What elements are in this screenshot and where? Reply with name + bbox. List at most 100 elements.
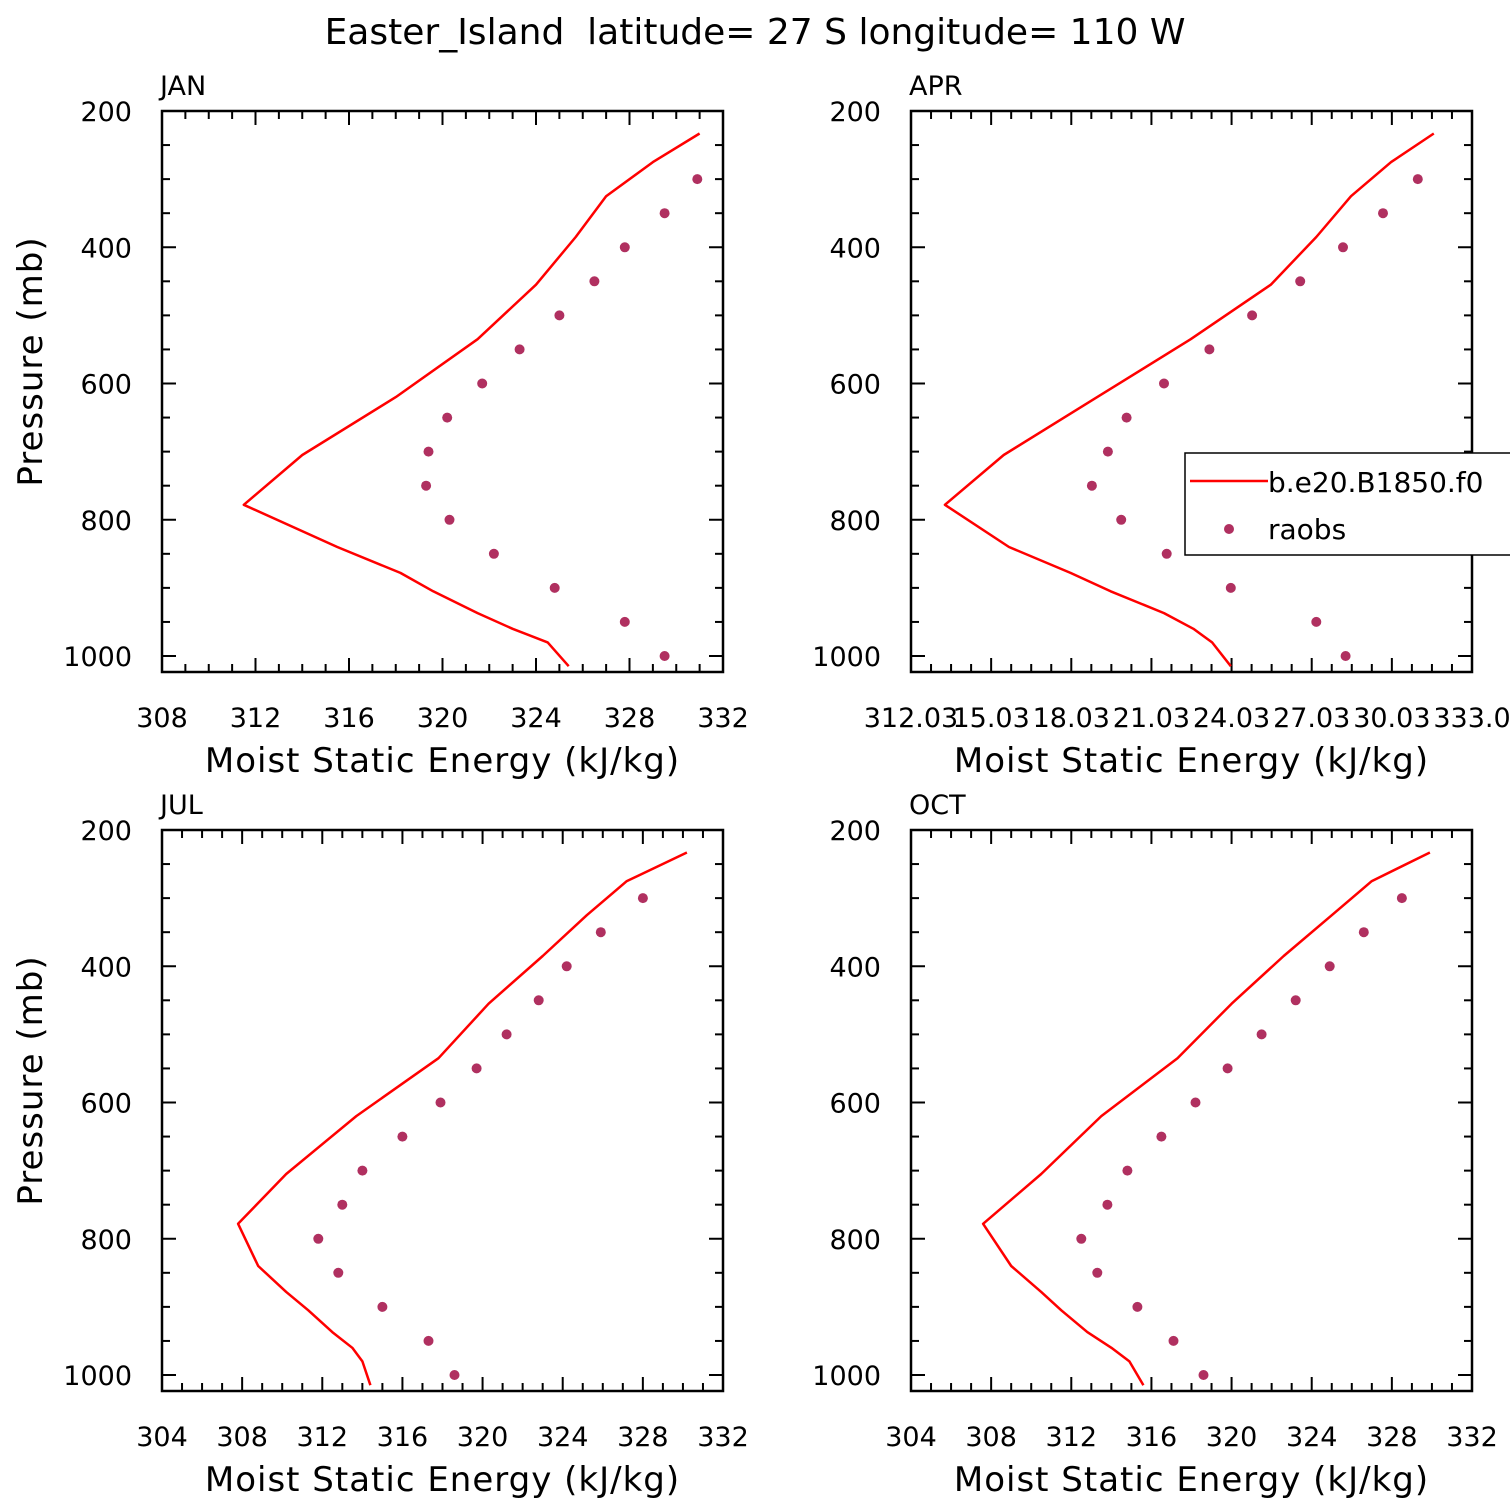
raobs-point xyxy=(659,208,670,219)
figure-title: Easter_Island latitude= 27 S longitude= … xyxy=(325,12,1186,53)
y-tick-label: 800 xyxy=(80,1225,132,1256)
y-tick-label: 1000 xyxy=(812,1361,881,1392)
x-tick-label: 332 xyxy=(697,703,749,734)
raobs-point xyxy=(619,616,630,627)
model-series-line xyxy=(943,132,1435,667)
raobs-point xyxy=(423,446,434,457)
raobs-point xyxy=(1225,582,1236,593)
y-tick-label: 1000 xyxy=(812,642,881,673)
raobs-point xyxy=(1412,174,1423,185)
raobs-point xyxy=(1159,378,1169,389)
raobs-point xyxy=(514,344,525,355)
model-series-line xyxy=(242,132,701,668)
raobs-point xyxy=(1311,616,1322,627)
raobs-point xyxy=(1324,961,1335,972)
x-tick-label: 24.03 xyxy=(1193,703,1270,734)
raobs-point xyxy=(1168,1335,1179,1346)
raobs-point xyxy=(1156,1131,1167,1142)
plot-frame xyxy=(909,109,1474,674)
raobs-point xyxy=(421,480,432,491)
legend-label-model: b.e20.B1850.f0 xyxy=(1268,466,1483,499)
raobs-point xyxy=(1092,1267,1103,1278)
y-tick-label: 600 xyxy=(829,1089,881,1120)
x-tick-label: 328 xyxy=(617,1422,669,1453)
raobs-point xyxy=(692,174,703,185)
x-tick-label: 332 xyxy=(697,1422,749,1453)
x-tick-label: 316 xyxy=(1126,1422,1178,1453)
raobs-point xyxy=(1247,310,1258,321)
x-tick-label: 27.03 xyxy=(1273,703,1350,734)
x-tick-label: 30.03 xyxy=(1353,703,1430,734)
raobs-point xyxy=(1102,446,1113,457)
panel-label: JUL xyxy=(158,790,203,821)
y-tick-label: 600 xyxy=(80,1089,132,1120)
x-tick-label: 308 xyxy=(136,703,188,734)
raobs-point xyxy=(589,276,600,287)
x-tick-label: 15.03 xyxy=(952,703,1029,734)
y-tick-label: 800 xyxy=(80,506,132,537)
x-tick-label: 316 xyxy=(323,703,375,734)
raobs-point xyxy=(554,310,565,321)
raobs-point xyxy=(1358,927,1369,938)
x-tick-label: 328 xyxy=(604,703,656,734)
raobs-point xyxy=(1338,242,1348,253)
model-series-line xyxy=(981,851,1431,1386)
raobs-point xyxy=(488,548,499,559)
raobs-point xyxy=(533,995,544,1006)
raobs-point xyxy=(1116,514,1127,525)
x-axis-title: Moist Static Energy (kJ/kg) xyxy=(205,741,680,781)
x-tick-label: 308 xyxy=(965,1422,1017,1453)
y-tick-label: 800 xyxy=(829,506,881,537)
x-tick-label: 328 xyxy=(1366,1422,1418,1453)
raobs-point xyxy=(659,651,670,661)
legend: b.e20.B1850.f0 raobs xyxy=(1184,452,1510,556)
x-tick-label: 320 xyxy=(417,703,469,734)
raobs-point xyxy=(444,514,455,525)
y-tick-label: 200 xyxy=(829,816,881,847)
y-tick-label: 400 xyxy=(80,233,132,264)
model-series-line xyxy=(236,851,688,1386)
raobs-point xyxy=(1204,344,1215,355)
x-tick-label: 316 xyxy=(377,1422,429,1453)
legend-marker-swatch xyxy=(1224,524,1234,534)
y-tick-label: 200 xyxy=(829,97,881,128)
x-tick-label: 21.03 xyxy=(1113,703,1190,734)
x-tick-label: 18.03 xyxy=(1033,703,1110,734)
x-tick-label: 333.0 xyxy=(1433,703,1510,734)
raobs-point xyxy=(637,893,648,904)
y-tick-label: 800 xyxy=(829,1225,881,1256)
raobs-point xyxy=(442,412,453,423)
raobs-point xyxy=(1378,208,1388,219)
raobs-point xyxy=(1086,480,1097,491)
raobs-point xyxy=(1161,548,1172,559)
y-tick-label: 400 xyxy=(80,952,132,983)
raobs-point xyxy=(1132,1301,1143,1312)
panel-label: JAN xyxy=(158,71,206,102)
raobs-point xyxy=(1190,1097,1201,1108)
x-axis-title: Moist Static Energy (kJ/kg) xyxy=(954,741,1429,781)
x-tick-label: 312 xyxy=(230,703,282,734)
x-tick-label: 308 xyxy=(216,1422,268,1453)
x-tick-label: 320 xyxy=(1206,1422,1258,1453)
raobs-point xyxy=(1076,1233,1087,1244)
x-tick-label: 304 xyxy=(136,1422,188,1453)
raobs-point xyxy=(435,1097,446,1108)
y-tick-label: 600 xyxy=(80,370,132,401)
raobs-point xyxy=(501,1029,512,1040)
x-tick-label: 304 xyxy=(885,1422,937,1453)
y-tick-label: 400 xyxy=(829,233,881,264)
raobs-point xyxy=(397,1131,408,1142)
raobs-point xyxy=(619,242,630,253)
x-tick-label: 312.03 xyxy=(864,703,958,734)
x-tick-label: 312 xyxy=(1046,1422,1098,1453)
raobs-point xyxy=(1122,1165,1133,1176)
plot-frame xyxy=(160,109,725,674)
raobs-point xyxy=(377,1301,388,1312)
raobs-point xyxy=(1121,412,1132,423)
raobs-point xyxy=(423,1335,434,1346)
y-tick-label: 400 xyxy=(829,952,881,983)
